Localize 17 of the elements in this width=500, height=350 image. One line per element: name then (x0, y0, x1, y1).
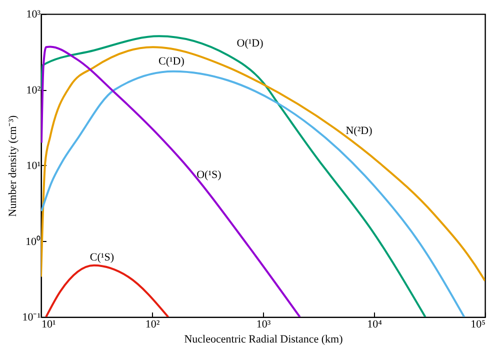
series-label: C(¹D) (158, 55, 185, 68)
x-tick-label: 10² (145, 318, 160, 330)
series-label: O(¹D) (236, 37, 264, 50)
series-label: C(¹S) (90, 251, 114, 264)
x-tick-label: 10³ (256, 318, 272, 330)
series-label: O(¹S) (196, 168, 222, 181)
y-tick-label: 10² (26, 84, 42, 96)
x-tick-label: 10⁵ (470, 318, 486, 330)
x-axis-title: Nucleocentric Radial Distance (km) (184, 334, 344, 346)
y-tick-label: 10⁰ (26, 234, 40, 248)
y-tick-label: 10⁻¹ (22, 312, 40, 324)
y-tick-label: 10³ (26, 8, 42, 20)
y-tick-label: 10¹ (26, 160, 40, 172)
x-tick-label: 10⁴ (367, 318, 382, 330)
series-label: N(²D) (346, 124, 373, 137)
y-axis-title: Number density (cm⁻³) (7, 114, 20, 217)
x-tick-label: 10¹ (42, 318, 56, 330)
